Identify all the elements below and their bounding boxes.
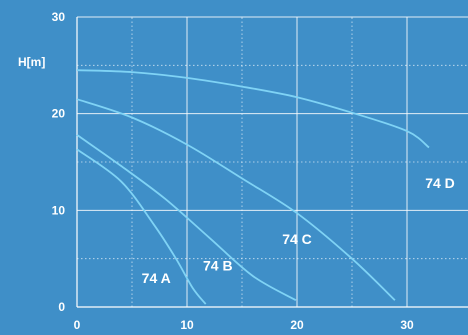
curve-74-c bbox=[76, 98, 396, 301]
curve-74-b bbox=[76, 134, 297, 301]
x-tick-label-3: 30 bbox=[400, 318, 414, 332]
curve-label-74-a: 74 A bbox=[142, 270, 171, 286]
curve-layer bbox=[76, 69, 430, 305]
y-axis-label: H[m] bbox=[18, 55, 45, 69]
curve-74-d bbox=[76, 69, 430, 149]
curve-label-74-c: 74 C bbox=[282, 231, 312, 247]
y-tick-label-0: 0 bbox=[58, 300, 65, 314]
x-tick-label-0: 0 bbox=[74, 318, 81, 332]
curve-label-74-d: 74 D bbox=[425, 175, 455, 191]
label-layer: 0 10 20 30 0 10 20 30 74 A 74 B 74 C 74 D bbox=[52, 10, 455, 332]
x-tick-label-1: 10 bbox=[180, 318, 194, 332]
x-tick-label-2: 20 bbox=[290, 318, 304, 332]
grid-layer bbox=[76, 16, 468, 308]
curve-74-a bbox=[76, 148, 207, 305]
y-tick-label-1: 10 bbox=[52, 203, 66, 217]
y-tick-label-2: 20 bbox=[52, 107, 66, 121]
y-tick-label-3: 30 bbox=[52, 10, 66, 24]
curve-label-74-b: 74 B bbox=[203, 257, 233, 273]
